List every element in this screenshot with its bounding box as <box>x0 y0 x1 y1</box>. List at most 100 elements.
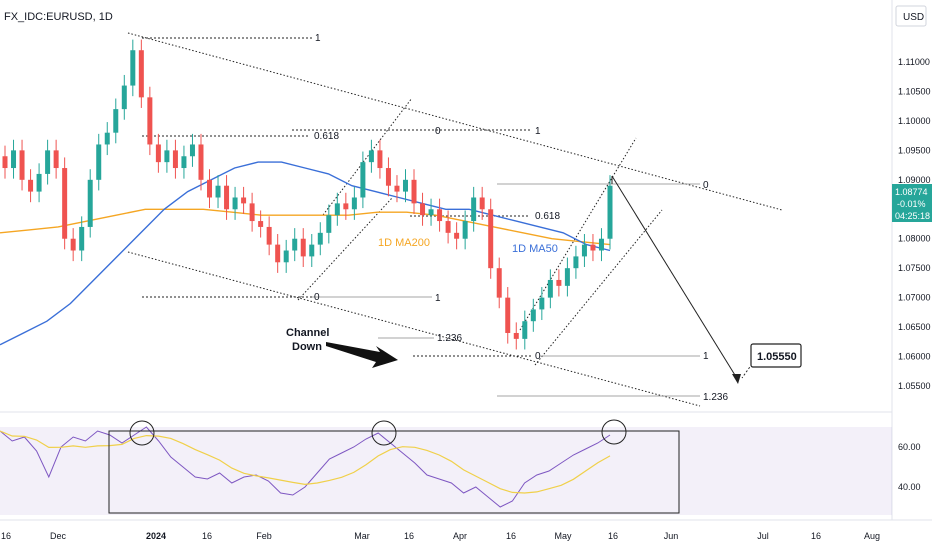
symbol-title: FX_IDC:EURUSD, 1D <box>4 11 113 23</box>
time-tick: Jun <box>664 531 679 541</box>
candle-body <box>445 221 451 233</box>
time-axis[interactable]: 16 Dec 2024 16 Feb Mar 16 Apr 16 May 16 Jun Jul 16 Aug <box>1 531 880 541</box>
channel-upper-line <box>127 32 783 211</box>
candle-body <box>454 232 460 239</box>
time-tick: Feb <box>256 531 272 541</box>
candle-body <box>428 209 434 216</box>
candle-body <box>505 297 511 333</box>
candle-body <box>394 185 400 192</box>
candle-body <box>172 150 178 169</box>
candle-body <box>300 238 306 257</box>
time-tick: 16 <box>608 531 618 541</box>
candle-body <box>70 238 76 251</box>
fib-low-1-label: 1 <box>703 351 709 362</box>
rsi-band <box>0 427 892 515</box>
candle-body <box>564 268 570 286</box>
candle-body <box>488 209 494 269</box>
candle-body <box>19 150 25 180</box>
candle-body <box>36 173 42 192</box>
fib-feb-1-label: 1 <box>435 293 441 304</box>
price-tick: 1.05500 <box>898 381 931 391</box>
channel-down-arrow <box>326 342 398 368</box>
candle-body <box>258 221 264 227</box>
fib-mid-0-label: 0 <box>435 126 441 137</box>
fib-feb-0-label: 0 <box>314 292 320 303</box>
candle-body <box>402 179 408 192</box>
candle-body <box>130 50 136 86</box>
candle-body <box>53 150 59 169</box>
candle-body <box>309 244 315 257</box>
projection-down-segment <box>611 175 739 381</box>
currency-button[interactable] <box>895 5 927 27</box>
candle-body <box>113 109 119 133</box>
time-tick: Mar <box>354 531 370 541</box>
candle-body <box>581 244 587 257</box>
price-tick: 1.06000 <box>898 352 931 362</box>
candle-body <box>241 197 247 204</box>
candle-body <box>62 168 68 239</box>
candle-body <box>292 238 298 251</box>
current-price: 1.08774 <box>895 187 928 197</box>
rsi-highlight-box <box>108 430 680 514</box>
candle-body <box>343 203 349 210</box>
candle-body <box>479 197 485 210</box>
candle-body <box>598 238 604 251</box>
fib-cur-0-label: 0 <box>703 180 709 191</box>
candle-body <box>28 179 34 192</box>
candle-body <box>224 185 230 210</box>
countdown: 04:25:18 <box>895 211 930 221</box>
candle-body <box>138 50 144 98</box>
feb-channel-lower <box>297 197 393 301</box>
ma200-line <box>0 208 611 246</box>
candle-body <box>232 197 238 210</box>
ma50-line <box>0 161 611 346</box>
current-change: -0.01% <box>897 199 926 209</box>
candle-body <box>496 268 502 298</box>
target-value: 1.05550 <box>757 351 797 363</box>
fib-labels: 1 0.618 0 1 0 1 0.618 0 1.236 0 1 1.236 <box>314 33 728 403</box>
time-tick: 16 <box>811 531 821 541</box>
feb-channel-upper <box>322 97 413 216</box>
time-tick: 16 <box>404 531 414 541</box>
candle-body <box>164 150 170 163</box>
price-tick: 1.10500 <box>898 86 931 96</box>
projection-arrowhead <box>732 374 741 384</box>
rsi-peak-circle-3 <box>601 419 627 445</box>
candle-body <box>155 144 161 163</box>
cur-channel-lower <box>534 209 663 366</box>
candle-body <box>266 226 272 245</box>
fib-low-1236b-label: 1.236 <box>703 392 728 403</box>
target-frame <box>750 343 802 368</box>
candle-body <box>87 179 93 227</box>
price-tick: 1.09000 <box>898 175 931 185</box>
candle-body <box>198 144 204 180</box>
candle-body <box>189 144 195 157</box>
candle-body <box>283 250 289 263</box>
candle-body <box>275 244 281 263</box>
price-axis[interactable]: 1.110001.105001.100001.095001.090001.085… <box>898 57 931 391</box>
projection-arrow <box>611 175 741 384</box>
target-pointer <box>741 363 753 379</box>
time-tick: 16 <box>1 531 11 541</box>
fib-mid-0618-label: 0.618 <box>314 131 339 142</box>
candle-body <box>607 185 613 239</box>
ma50-label: 1D MA50 <box>512 243 558 255</box>
candle-body <box>462 221 468 239</box>
candle-body <box>368 150 374 163</box>
fib-mid-1-label: 1 <box>535 126 541 137</box>
price-tick: 1.07500 <box>898 263 931 273</box>
candle-body <box>207 179 213 198</box>
price-tick: 1.10000 <box>898 116 931 126</box>
moving-averages <box>0 161 611 346</box>
channel-lines <box>127 32 783 407</box>
time-tick: Aug <box>864 531 880 541</box>
candle-body <box>377 150 383 169</box>
candle-body <box>522 321 528 339</box>
candle-body <box>104 132 110 145</box>
price-tick: 1.09500 <box>898 145 931 155</box>
candle-body <box>437 209 443 222</box>
fib-low-0-label: 0 <box>535 351 541 362</box>
candle-body <box>411 179 417 204</box>
rsi-ma-line <box>0 430 611 494</box>
